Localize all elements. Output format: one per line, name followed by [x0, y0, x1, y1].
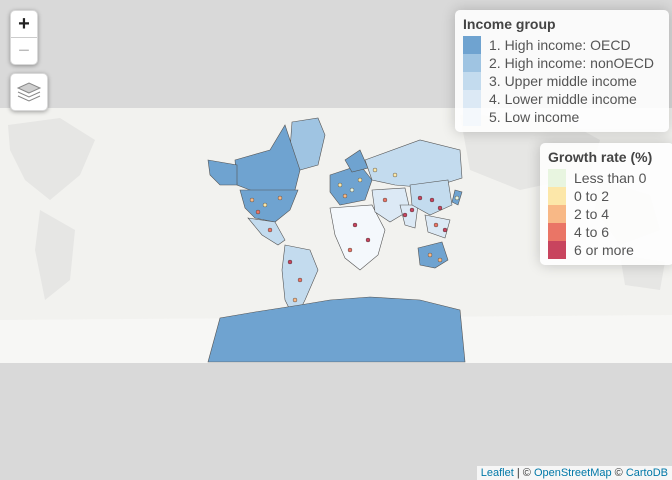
country-africa[interactable]: [329, 204, 386, 271]
growth-legend-swatch: [548, 169, 566, 187]
country-china[interactable]: [409, 179, 453, 216]
growth-rate-legend: Growth rate (%) Less than 0 0 to 2 2 to 4 4…: [540, 143, 672, 265]
income-legend-label: 5. Low income: [489, 109, 580, 125]
growth-legend-swatch: [548, 205, 566, 223]
country-alaska[interactable]: [207, 159, 238, 186]
zoom-control: + −: [10, 10, 38, 65]
income-legend-label: 2. High income: nonOECD: [489, 55, 654, 71]
income-legend-swatch: [463, 36, 481, 54]
countries-layer[interactable]: [207, 117, 466, 363]
growth-legend-item: 6 or more: [548, 241, 666, 259]
country-mexico[interactable]: [247, 217, 286, 246]
attribution-separator: | ©: [513, 467, 534, 479]
income-group-legend: Income group 1. High income: OECD 2. High…: [455, 10, 669, 132]
growth-legend-label: 2 to 4: [574, 206, 610, 222]
growth-legend-swatch: [548, 187, 566, 205]
country-middle-east[interactable]: [371, 187, 411, 223]
zoom-in-button[interactable]: +: [11, 11, 37, 38]
growth-legend-swatch: [548, 223, 566, 241]
leaflet-link[interactable]: Leaflet: [480, 467, 514, 479]
attribution-separator: ©: [611, 467, 626, 479]
income-legend-item: 2. High income: nonOECD: [463, 54, 661, 72]
attribution: Leaflet | © OpenStreetMap © CartoDB: [476, 466, 672, 480]
income-legend-swatch: [463, 54, 481, 72]
growth-legend-label: 6 or more: [574, 242, 634, 258]
growth-legend-label: 0 to 2: [574, 188, 610, 204]
income-legend-label: 3. Upper middle income: [489, 73, 637, 89]
income-legend-item: 1. High income: OECD: [463, 36, 661, 54]
income-legend-swatch: [463, 108, 481, 126]
growth-legend-label: 4 to 6: [574, 224, 610, 240]
income-legend-swatch: [463, 90, 481, 108]
layers-icon: [16, 82, 42, 102]
layers-button[interactable]: [10, 73, 48, 111]
income-legend-item: 5. Low income: [463, 108, 661, 126]
growth-legend-item: 2 to 4: [548, 205, 666, 223]
income-legend-item: 3. Upper middle income: [463, 72, 661, 90]
city-points-layer[interactable]: [249, 167, 460, 303]
growth-legend-swatch: [548, 241, 566, 259]
growth-legend-item: Less than 0: [548, 169, 666, 187]
growth-legend-label: Less than 0: [574, 170, 647, 186]
cartodb-link[interactable]: CartoDB: [625, 467, 668, 479]
growth-legend-title: Growth rate (%): [548, 149, 653, 165]
zoom-out-button[interactable]: −: [18, 40, 30, 62]
osm-link[interactable]: OpenStreetMap: [533, 467, 612, 479]
income-legend-swatch: [463, 72, 481, 90]
growth-legend-item: 4 to 6: [548, 223, 666, 241]
income-legend-label: 4. Lower middle income: [489, 91, 637, 107]
income-legend-title: Income group: [463, 16, 556, 32]
income-legend-item: 4. Lower middle income: [463, 90, 661, 108]
income-legend-label: 1. High income: OECD: [489, 37, 631, 53]
country-antarctica[interactable]: [207, 296, 466, 363]
growth-legend-item: 0 to 2: [548, 187, 666, 205]
